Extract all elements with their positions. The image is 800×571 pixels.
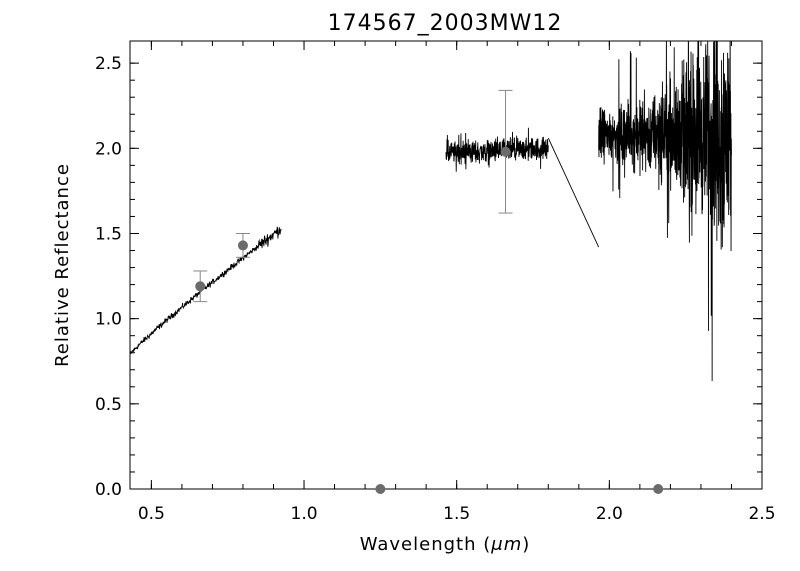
photometry-point [375,484,386,494]
y-tick-label: 0.0 [95,480,122,500]
photometry-point [500,146,511,157]
plot-frame [129,40,763,490]
series-line-spectrum-h-band [445,127,549,172]
axis-ticks: 0.5 1.0 1.5 2.0 2.5 0.0 0.5 1.0 1.5 2.0 2.5 [95,41,776,524]
y-tick-label: 2.0 [95,139,122,159]
photometry-layer [193,89,664,494]
series-line-spectrum-k-band [598,41,732,381]
y-tick-label: 2.5 [95,54,122,74]
y-tick-label: 1.5 [95,224,122,244]
x-tick-label: 1.0 [291,504,318,524]
x-tick-label: 2.0 [596,504,623,524]
series-line-spectrum-connector [547,137,600,248]
x-tick-label: 0.5 [138,504,165,524]
series-layer [130,41,732,381]
x-tick-label: 1.5 [443,504,470,524]
y-tick-label: 0.5 [95,395,122,415]
photometry-point [195,281,206,292]
photometry-point [237,240,248,251]
x-tick-label: 2.5 [748,504,775,524]
x-axis-title: Wavelength (μm) [360,534,531,555]
chart-title: 174567_2003MW12 [328,11,563,36]
y-tick-label: 1.0 [95,310,122,330]
photometry-point [653,484,664,494]
series-line-spectrum-visible [130,226,282,355]
y-axis-title: Relative Reflectance [52,163,73,367]
